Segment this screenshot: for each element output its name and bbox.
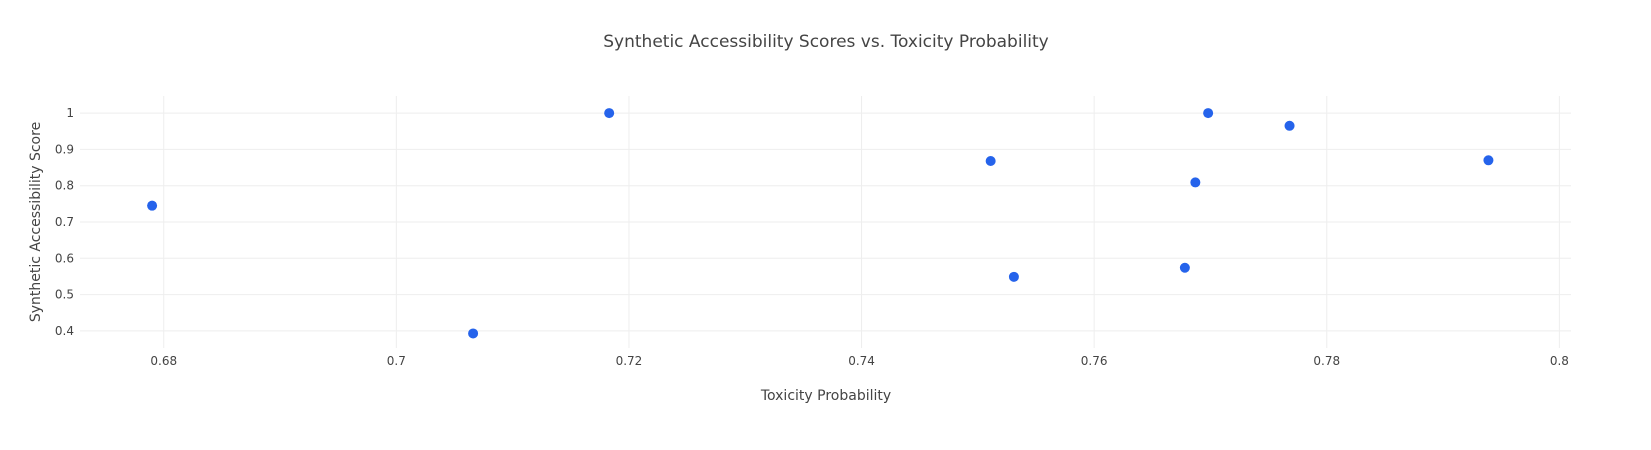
x-tick-label: 0.74 [848, 354, 875, 368]
x-tick-label: 0.68 [150, 354, 177, 368]
data-point[interactable] [1179, 262, 1190, 273]
data-point[interactable] [985, 156, 996, 167]
data-point[interactable] [1483, 155, 1494, 166]
data-point[interactable] [1008, 271, 1019, 282]
x-tick-label: 0.78 [1313, 354, 1340, 368]
data-point[interactable] [147, 200, 158, 211]
y-axis-title: Synthetic Accessibility Score [28, 122, 44, 322]
y-tick-label: 0.8 [55, 179, 74, 193]
y-tick-label: 0.6 [55, 251, 74, 265]
y-tick-label: 0.9 [55, 142, 74, 156]
x-tick-label: 0.72 [616, 354, 643, 368]
data-point[interactable] [1284, 120, 1295, 131]
data-point[interactable] [468, 328, 479, 339]
y-tick-label: 0.4 [55, 324, 74, 338]
data-points [147, 108, 1494, 339]
y-axis-ticks: 0.4 0.5 0.6 0.7 0.8 0.9 1 [55, 106, 74, 338]
x-axis-ticks: 0.68 0.7 0.72 0.74 0.76 0.78 0.8 [150, 354, 1569, 368]
x-axis-title: Toxicity Probability [760, 388, 891, 404]
x-tick-label: 0.7 [387, 354, 406, 368]
chart-title: Synthetic Accessibility Scores vs. Toxic… [603, 32, 1049, 52]
y-tick-label: 0.7 [55, 215, 74, 229]
data-point[interactable] [604, 108, 615, 119]
y-tick-label: 1 [66, 106, 74, 120]
data-point[interactable] [1203, 108, 1214, 119]
data-point[interactable] [1190, 177, 1201, 188]
grid-lines [80, 96, 1571, 348]
x-tick-label: 0.76 [1081, 354, 1108, 368]
x-tick-label: 0.8 [1550, 354, 1569, 368]
y-tick-label: 0.5 [55, 288, 74, 302]
